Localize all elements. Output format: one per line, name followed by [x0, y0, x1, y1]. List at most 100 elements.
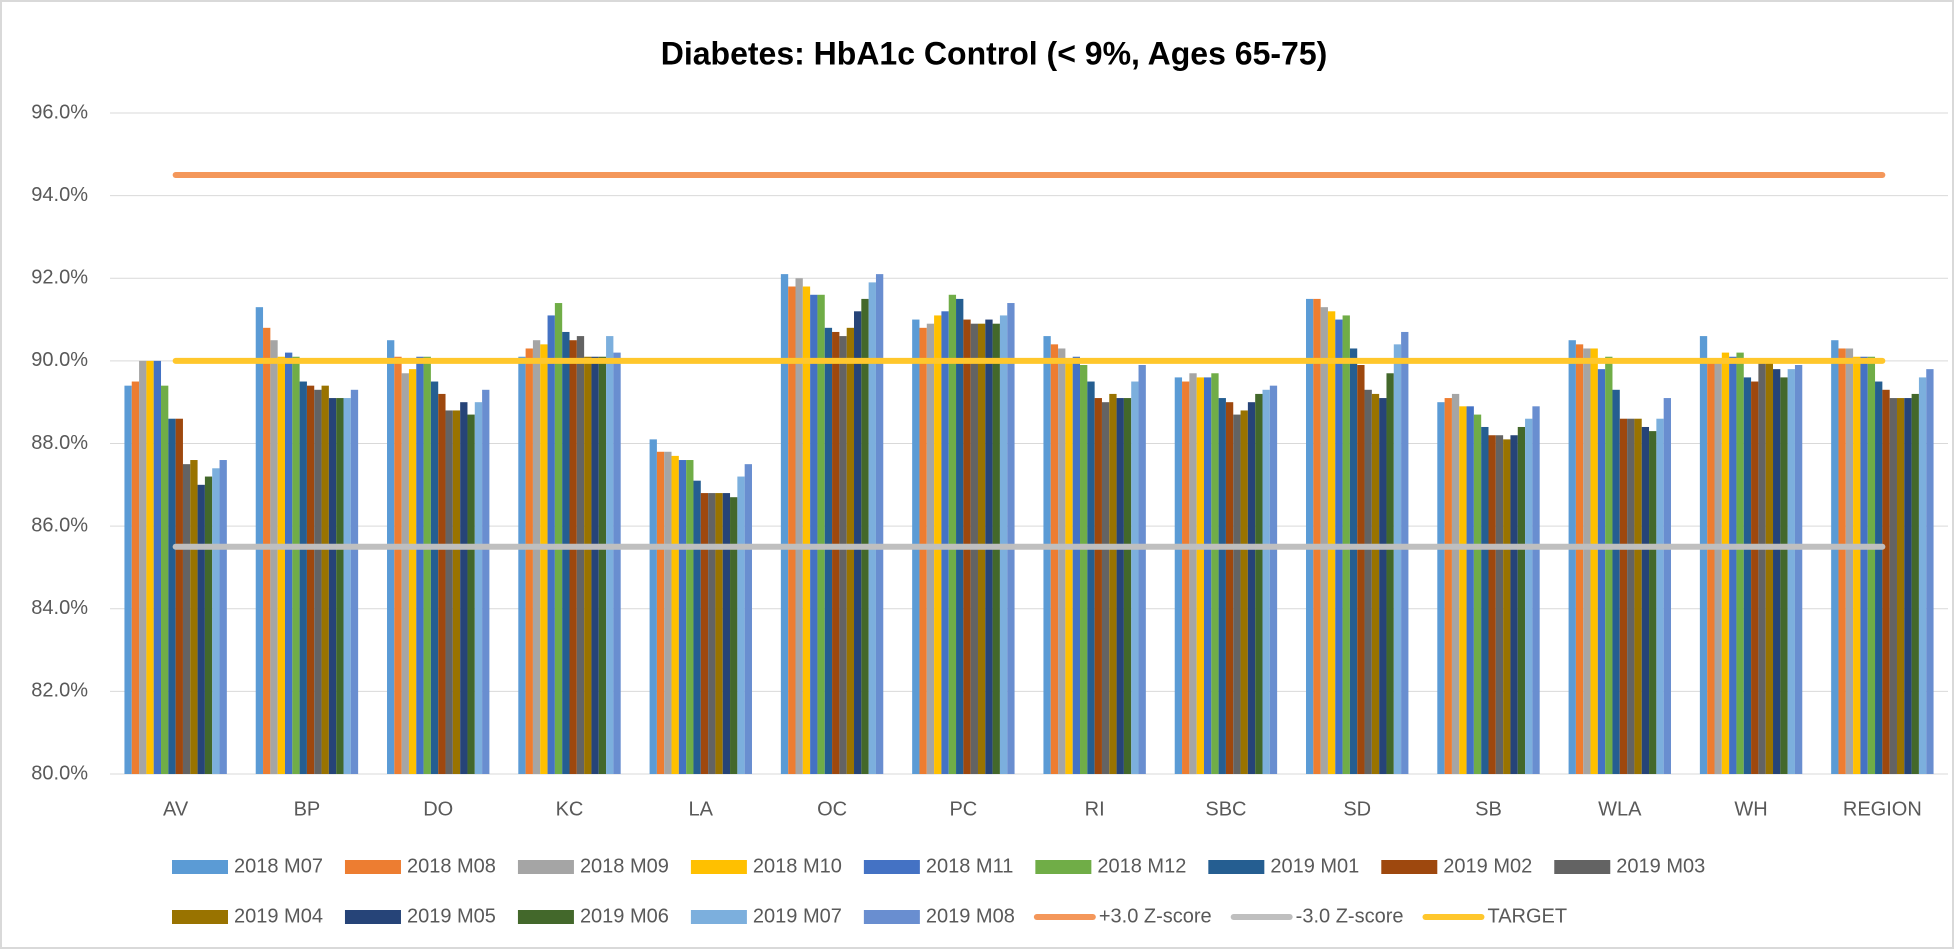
bar — [1926, 369, 1934, 774]
bar — [131, 381, 140, 774]
bar — [664, 451, 672, 774]
x-tick-label: SD — [1343, 798, 1371, 820]
legend-label: TARGET — [1487, 905, 1567, 927]
bar — [1123, 398, 1132, 774]
bar — [1101, 402, 1110, 774]
bar — [1437, 402, 1445, 774]
bar — [1911, 393, 1919, 774]
bar — [686, 460, 694, 774]
bar — [708, 493, 716, 774]
bar — [1882, 389, 1890, 774]
bar — [1269, 385, 1278, 774]
bar — [788, 286, 796, 774]
bar — [1736, 352, 1744, 774]
bar — [1313, 298, 1321, 774]
legend-swatch — [1035, 860, 1092, 874]
bar — [737, 476, 745, 774]
bar — [941, 311, 949, 774]
bar — [1729, 356, 1737, 774]
bar — [1043, 336, 1051, 774]
bar — [1058, 348, 1066, 774]
bar — [1357, 365, 1365, 774]
bar — [795, 278, 803, 774]
bar — [562, 331, 570, 774]
x-tick-label: AV — [163, 798, 189, 820]
legend-swatch — [517, 860, 574, 874]
bar — [1641, 426, 1650, 774]
bar — [1605, 356, 1613, 774]
bar — [1699, 336, 1708, 774]
bar — [430, 381, 439, 774]
bar — [606, 336, 614, 774]
bar — [336, 398, 344, 774]
legend-label: 2019 M06 — [580, 905, 669, 927]
bar — [219, 460, 227, 774]
bar — [350, 389, 359, 774]
bar — [139, 360, 147, 774]
legend-label: +3.0 Z-score — [1099, 905, 1212, 927]
bar — [1240, 410, 1248, 774]
bar — [817, 294, 825, 774]
bar — [700, 493, 709, 774]
bar — [460, 402, 468, 774]
bar — [671, 455, 679, 774]
bar — [802, 286, 811, 774]
bar — [1225, 402, 1234, 774]
bar — [780, 274, 789, 774]
bar — [1189, 373, 1197, 774]
bar — [1459, 406, 1467, 774]
legend-swatch — [1381, 860, 1438, 874]
x-tick-label: PC — [949, 798, 977, 820]
legend-swatch — [690, 910, 747, 924]
bar — [1904, 398, 1912, 774]
legend-label: 2018 M08 — [407, 855, 496, 877]
legend-label: 2019 M05 — [407, 905, 496, 927]
bar — [1860, 356, 1868, 774]
x-tick-label: LA — [689, 798, 714, 820]
bar — [1393, 344, 1402, 774]
bar — [212, 468, 220, 774]
bar — [1707, 360, 1715, 774]
y-tick-label: 90.0% — [31, 349, 88, 371]
chart-title: Diabetes: HbA1c Control (< 9%, Ages 65-7… — [661, 35, 1328, 71]
bar — [1196, 377, 1204, 774]
bar — [839, 336, 847, 774]
bar — [824, 327, 833, 774]
bar — [153, 360, 162, 774]
legend-label: 2018 M07 — [234, 855, 323, 877]
bar — [263, 327, 271, 774]
bar — [314, 389, 322, 774]
y-tick-label: 88.0% — [31, 432, 88, 454]
bar — [584, 356, 592, 774]
bar — [532, 340, 541, 774]
bar — [1575, 344, 1584, 774]
bar — [1590, 348, 1598, 774]
bar — [1109, 393, 1117, 774]
bar — [1481, 426, 1489, 774]
bar — [1050, 344, 1059, 774]
bar — [569, 340, 577, 774]
bar — [591, 356, 599, 774]
bar — [956, 298, 964, 774]
bar — [328, 398, 337, 774]
bar — [678, 460, 687, 774]
x-tick-label: REGION — [1843, 798, 1922, 820]
bar — [744, 464, 752, 774]
legend-label: 2019 M07 — [753, 905, 842, 927]
bar — [1211, 373, 1219, 774]
bar — [1094, 398, 1102, 774]
bar — [124, 385, 132, 774]
bar — [525, 348, 533, 774]
legend-swatch — [863, 910, 920, 924]
bar — [1780, 377, 1788, 774]
bar — [1714, 360, 1722, 774]
bar — [1182, 381, 1190, 774]
bar — [722, 493, 731, 774]
legend-swatch — [1208, 860, 1265, 874]
bar — [452, 410, 461, 774]
bar — [1612, 389, 1620, 774]
bar — [1349, 348, 1358, 774]
bar — [1517, 426, 1526, 774]
bar — [1379, 398, 1387, 774]
